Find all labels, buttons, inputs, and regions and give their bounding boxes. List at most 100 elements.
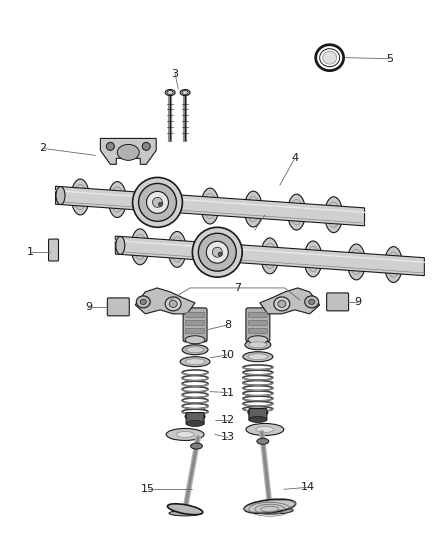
- Ellipse shape: [116, 237, 125, 254]
- Ellipse shape: [138, 183, 177, 221]
- Ellipse shape: [182, 345, 208, 355]
- Ellipse shape: [249, 342, 267, 348]
- Ellipse shape: [147, 191, 169, 213]
- Ellipse shape: [140, 300, 146, 304]
- Text: 8: 8: [224, 320, 232, 330]
- Polygon shape: [100, 139, 156, 164]
- Ellipse shape: [117, 144, 139, 160]
- Ellipse shape: [176, 432, 194, 438]
- Ellipse shape: [169, 301, 177, 308]
- Ellipse shape: [261, 238, 279, 274]
- FancyBboxPatch shape: [186, 320, 205, 325]
- Text: 10: 10: [221, 350, 235, 360]
- Ellipse shape: [142, 142, 150, 150]
- Ellipse shape: [133, 177, 182, 227]
- Ellipse shape: [218, 252, 223, 256]
- Ellipse shape: [159, 203, 162, 206]
- Ellipse shape: [257, 438, 269, 445]
- Ellipse shape: [206, 241, 228, 263]
- FancyBboxPatch shape: [248, 320, 267, 325]
- FancyBboxPatch shape: [186, 413, 204, 424]
- Text: 12: 12: [221, 415, 235, 424]
- Ellipse shape: [166, 429, 204, 440]
- Polygon shape: [115, 236, 424, 276]
- FancyBboxPatch shape: [249, 409, 267, 421]
- Ellipse shape: [244, 499, 296, 513]
- Polygon shape: [135, 288, 195, 314]
- Text: 14: 14: [300, 482, 315, 492]
- Text: 15: 15: [141, 484, 155, 494]
- Ellipse shape: [309, 300, 314, 304]
- FancyBboxPatch shape: [183, 308, 207, 342]
- Text: 3: 3: [172, 69, 179, 78]
- FancyBboxPatch shape: [186, 312, 205, 317]
- Ellipse shape: [347, 244, 365, 280]
- FancyBboxPatch shape: [186, 328, 205, 333]
- Ellipse shape: [185, 336, 205, 344]
- Ellipse shape: [385, 247, 403, 282]
- Polygon shape: [260, 288, 320, 314]
- Ellipse shape: [180, 90, 190, 95]
- Ellipse shape: [248, 409, 268, 416]
- Ellipse shape: [192, 227, 242, 277]
- FancyBboxPatch shape: [248, 312, 267, 317]
- Ellipse shape: [191, 443, 202, 449]
- Ellipse shape: [249, 416, 267, 423]
- Text: 2: 2: [39, 143, 46, 154]
- Ellipse shape: [167, 91, 173, 94]
- Text: 1: 1: [27, 247, 34, 257]
- Ellipse shape: [245, 340, 271, 350]
- Text: 13: 13: [221, 432, 235, 442]
- Text: 9: 9: [354, 297, 361, 307]
- Ellipse shape: [182, 91, 188, 94]
- Ellipse shape: [186, 421, 204, 426]
- Ellipse shape: [274, 297, 290, 311]
- FancyBboxPatch shape: [107, 298, 129, 316]
- FancyBboxPatch shape: [248, 328, 267, 333]
- Ellipse shape: [212, 247, 223, 257]
- Ellipse shape: [165, 90, 175, 95]
- Ellipse shape: [167, 504, 203, 515]
- Ellipse shape: [325, 197, 343, 232]
- Ellipse shape: [168, 231, 186, 268]
- Polygon shape: [56, 186, 364, 226]
- Ellipse shape: [218, 235, 236, 271]
- Ellipse shape: [201, 188, 219, 224]
- Ellipse shape: [323, 51, 337, 64]
- Ellipse shape: [278, 301, 286, 308]
- Ellipse shape: [247, 506, 293, 514]
- Ellipse shape: [198, 233, 236, 271]
- Ellipse shape: [108, 182, 126, 217]
- Ellipse shape: [320, 49, 339, 67]
- Text: 4: 4: [291, 154, 298, 163]
- Ellipse shape: [288, 194, 306, 230]
- Ellipse shape: [244, 191, 262, 227]
- Ellipse shape: [256, 426, 274, 432]
- Ellipse shape: [246, 424, 284, 435]
- Ellipse shape: [71, 179, 89, 215]
- Text: 5: 5: [386, 54, 393, 63]
- FancyBboxPatch shape: [246, 308, 270, 342]
- Ellipse shape: [248, 336, 268, 344]
- FancyBboxPatch shape: [327, 293, 349, 311]
- Ellipse shape: [248, 354, 268, 360]
- Ellipse shape: [304, 241, 322, 277]
- Ellipse shape: [165, 297, 181, 311]
- Ellipse shape: [185, 413, 205, 421]
- Text: 11: 11: [221, 387, 235, 398]
- Ellipse shape: [185, 359, 205, 365]
- Ellipse shape: [131, 229, 149, 265]
- Ellipse shape: [106, 142, 114, 150]
- Ellipse shape: [158, 185, 176, 221]
- Ellipse shape: [186, 347, 204, 353]
- FancyBboxPatch shape: [49, 239, 59, 261]
- Ellipse shape: [152, 197, 162, 207]
- Ellipse shape: [180, 357, 210, 367]
- Ellipse shape: [243, 352, 273, 362]
- Ellipse shape: [305, 296, 319, 308]
- Ellipse shape: [136, 296, 150, 308]
- Text: 6: 6: [261, 210, 268, 220]
- Text: 7: 7: [234, 283, 241, 293]
- Ellipse shape: [169, 511, 201, 516]
- Text: 9: 9: [85, 302, 92, 312]
